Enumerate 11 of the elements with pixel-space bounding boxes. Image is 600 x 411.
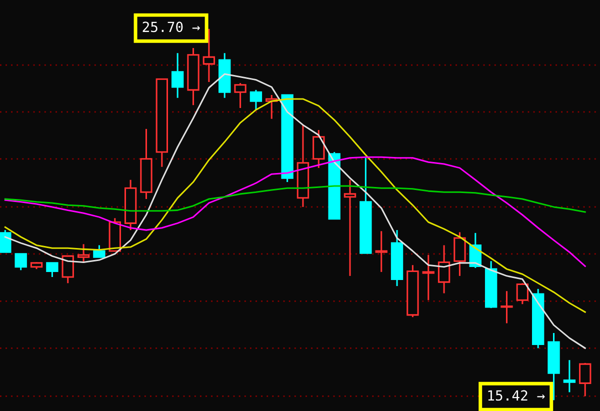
annotation: 15.42 →	[488, 390, 545, 401]
candlestick	[171, 52, 184, 99]
candlestick	[422, 254, 434, 301]
candlestick	[548, 332, 560, 401]
annotation: 25.70 →	[142, 22, 200, 32]
candlestick	[344, 179, 356, 277]
candlestick	[563, 359, 576, 393]
candlestick	[500, 290, 513, 324]
candlestick	[438, 244, 450, 294]
candlestick	[296, 124, 310, 208]
candlestick	[375, 230, 388, 273]
